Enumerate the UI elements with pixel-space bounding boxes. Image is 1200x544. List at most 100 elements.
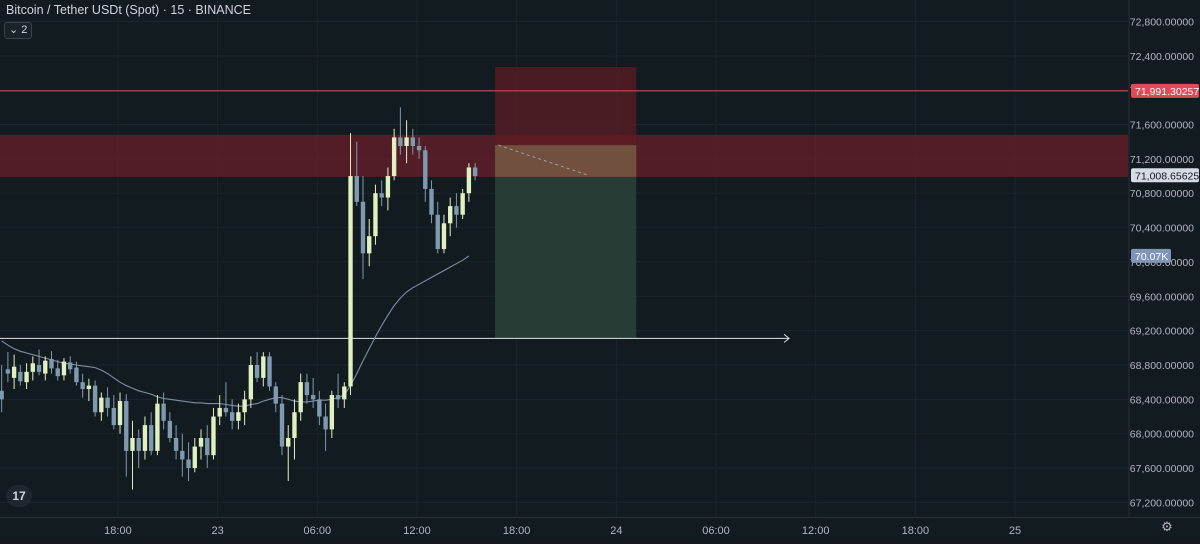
candle-body xyxy=(18,371,23,382)
price-tag-label: 71,991.30257 xyxy=(1135,86,1199,98)
price-tag-current xyxy=(1131,168,1199,183)
candle-body xyxy=(310,395,316,400)
candle-body xyxy=(323,416,328,430)
candle-body xyxy=(0,390,4,400)
price-tick-label: 67,200.00000 xyxy=(1130,497,1194,509)
candle-layer xyxy=(0,107,478,490)
zone-short-target xyxy=(495,176,637,339)
candle-body xyxy=(348,176,353,387)
price-tag-red xyxy=(1131,83,1199,98)
candle-body xyxy=(416,145,422,151)
candle-body xyxy=(404,137,409,146)
candle-body xyxy=(198,437,204,447)
position-path-dashed xyxy=(498,144,589,176)
time-tick-label: 18:00 xyxy=(104,525,132,537)
candle-body xyxy=(472,167,478,177)
candle-body xyxy=(117,401,123,426)
candle-body xyxy=(435,214,440,250)
price-tag-ma xyxy=(1131,248,1171,263)
candle-body xyxy=(298,382,303,413)
symbol-title[interactable]: Bitcoin / Tether USDt (Spot) · 15 · BINA… xyxy=(6,3,251,17)
candle-body xyxy=(5,369,11,374)
candle-body xyxy=(36,364,42,372)
zone-short-stop xyxy=(495,66,637,146)
price-tick-label: 72,400.00000 xyxy=(1130,51,1194,63)
candle-body xyxy=(429,188,434,215)
candle-body xyxy=(192,446,197,469)
time-tick-label: 06:00 xyxy=(304,525,332,537)
candle-body xyxy=(186,459,191,469)
price-tick-label: 71,200.00000 xyxy=(1130,154,1194,166)
candle-body xyxy=(74,367,79,383)
candle-body xyxy=(248,364,254,400)
candle-body xyxy=(80,382,85,390)
price-tick-label: 68,400.00000 xyxy=(1130,394,1194,406)
candle-body xyxy=(448,206,453,224)
candle-body xyxy=(292,412,297,438)
time-tick-label: 06:00 xyxy=(702,525,730,537)
candle-body xyxy=(24,371,29,383)
candle-body xyxy=(55,368,60,377)
price-tag-label: 71,008.65625 xyxy=(1135,170,1199,182)
candle-body xyxy=(86,385,92,390)
candle-body xyxy=(410,137,416,146)
support-line-arrow xyxy=(783,333,790,343)
price-tick-label: 68,000.00000 xyxy=(1130,429,1194,441)
candle-body xyxy=(43,360,48,374)
candle-body xyxy=(273,386,278,404)
tradingview-logo-icon[interactable]: 17 xyxy=(6,485,32,507)
gear-icon[interactable]: ⚙ xyxy=(1161,519,1173,534)
candle-body xyxy=(217,407,222,417)
candle-body xyxy=(236,412,241,421)
candle-body xyxy=(360,201,366,254)
candle-body xyxy=(329,395,335,430)
candle-body xyxy=(142,425,148,451)
price-tick-label: 70,800.00000 xyxy=(1130,188,1194,200)
candle-body xyxy=(267,356,272,387)
candle-body xyxy=(92,385,98,413)
candle-body xyxy=(466,167,472,194)
candle-body xyxy=(49,358,54,369)
time-tick-label: 18:00 xyxy=(902,525,930,537)
candle-body xyxy=(317,399,322,417)
candle-body xyxy=(180,450,185,460)
indicator-collapse-button[interactable]: ⌄ 2 xyxy=(4,22,33,39)
candle-body xyxy=(205,437,210,456)
candle-body xyxy=(373,193,378,237)
candle-body xyxy=(398,137,403,146)
candle-body xyxy=(130,437,135,451)
price-tag-label: 70.07K xyxy=(1135,251,1168,263)
candle-body xyxy=(223,407,229,413)
price-tick-label: 67,600.00000 xyxy=(1130,463,1194,475)
candle-body xyxy=(30,363,35,372)
price-tags: 71,991.30257 71,008.65625 70.07K xyxy=(1131,83,1199,263)
price-axis[interactable]: 72,800.0000072,400.0000072,000.0000071,6… xyxy=(1128,0,1200,539)
zone-layer xyxy=(0,66,1128,339)
candle-body xyxy=(68,362,73,370)
collapse-label: ⌄ 2 xyxy=(9,24,28,36)
candle-body xyxy=(385,176,391,198)
candle-body xyxy=(279,403,285,447)
candle-body xyxy=(124,401,129,451)
price-tick-label: 69,200.00000 xyxy=(1130,326,1194,338)
time-tick-label: 12:00 xyxy=(802,525,830,537)
time-tick-label: 24 xyxy=(610,525,622,537)
time-tick-label: 12:00 xyxy=(403,525,431,537)
candle-body xyxy=(379,193,384,198)
moving-average-layer xyxy=(1,255,470,407)
candle-body xyxy=(161,403,166,421)
time-axis[interactable]: 18:00 23 06:00 12:00 18:00 24 06:00 12:00 18:00 2… xyxy=(0,517,1200,538)
price-tick-label: 70,400.00000 xyxy=(1130,223,1194,235)
candle-body xyxy=(61,361,67,376)
candle-body xyxy=(211,416,216,456)
candle-body xyxy=(105,397,110,408)
candle-body xyxy=(460,193,465,215)
moving-average-line xyxy=(1,255,470,407)
candle-body xyxy=(423,150,428,189)
candle-body xyxy=(354,176,359,202)
line-layer xyxy=(0,90,1128,343)
zone-short-entry xyxy=(495,145,637,177)
candle-body xyxy=(11,366,17,378)
